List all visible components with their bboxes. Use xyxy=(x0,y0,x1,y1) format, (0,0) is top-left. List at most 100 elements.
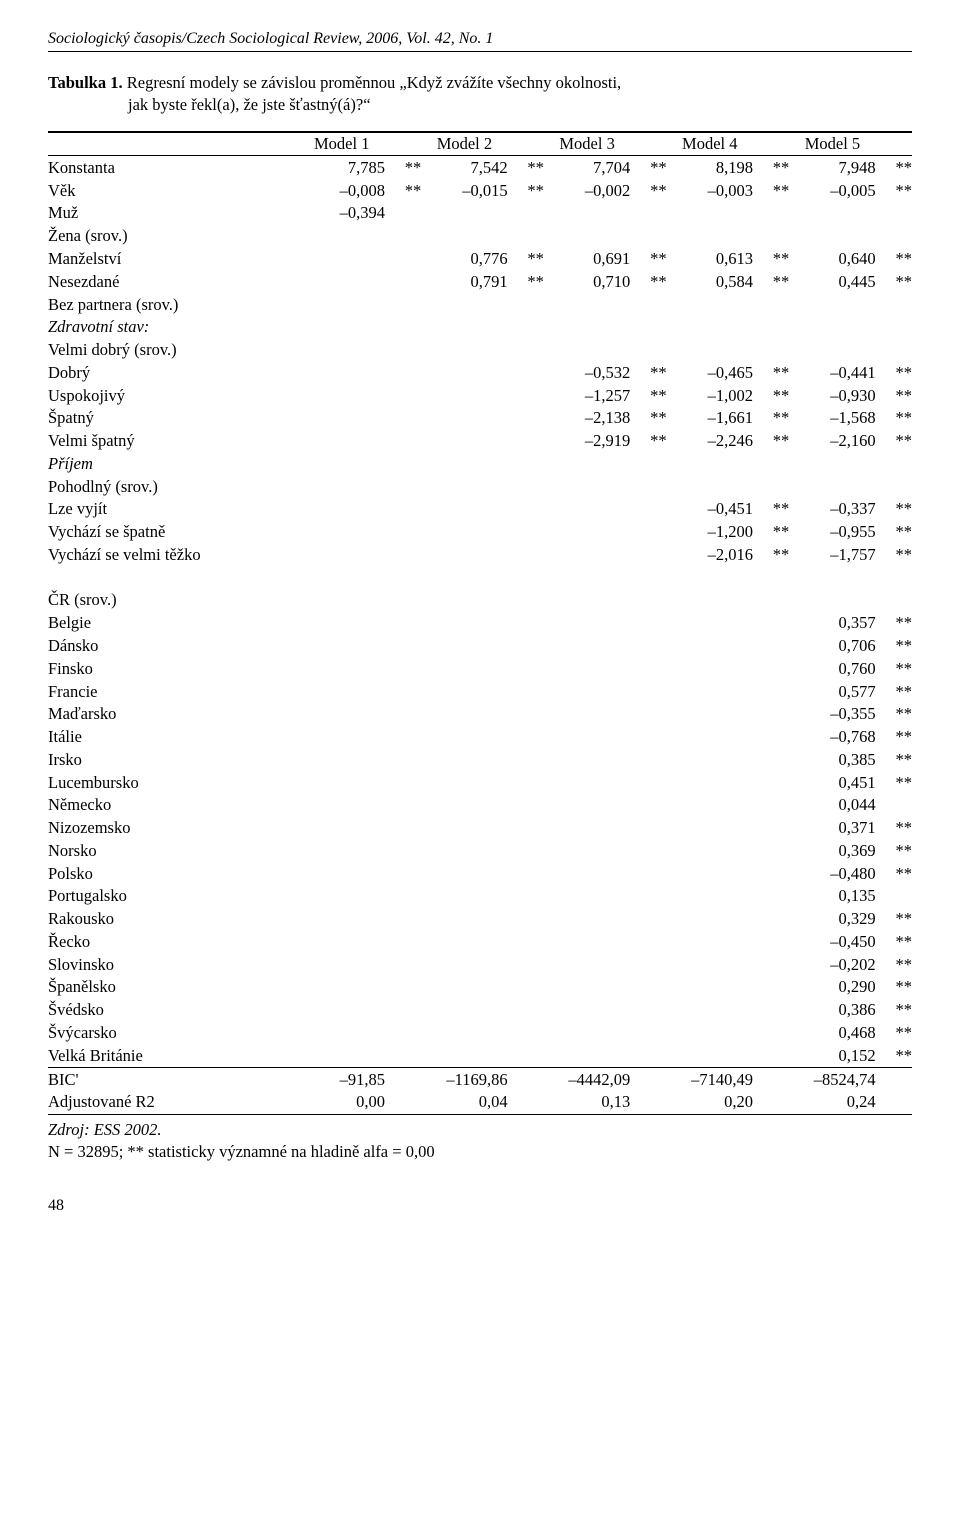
cell-value xyxy=(667,202,753,225)
cell-sig xyxy=(508,862,544,885)
row-label: Bez partnera (srov.) xyxy=(48,293,299,316)
cell-value: –1,257 xyxy=(544,384,630,407)
cell-sig xyxy=(508,293,544,316)
cell-value xyxy=(299,498,385,521)
cell-value: 8,198 xyxy=(667,156,753,179)
cell-value xyxy=(667,908,753,931)
cell-sig xyxy=(630,1022,666,1045)
cell-sig xyxy=(753,930,789,953)
cell-value: –0,955 xyxy=(789,521,875,544)
cell-value xyxy=(421,771,507,794)
cell-sig xyxy=(385,999,421,1022)
cell-value: 0,386 xyxy=(789,999,875,1022)
cell-value: 0,24 xyxy=(789,1091,875,1114)
table-row: Dánsko0,706** xyxy=(48,634,912,657)
cell-value: 0,357 xyxy=(789,612,875,635)
cell-value xyxy=(667,634,753,657)
cell-value xyxy=(789,475,875,498)
cell-value xyxy=(544,293,630,316)
cell-sig xyxy=(630,885,666,908)
cell-sig xyxy=(385,339,421,362)
row-label: Slovinsko xyxy=(48,953,299,976)
cell-sig xyxy=(753,452,789,475)
cell-value: –2,919 xyxy=(544,430,630,453)
cell-value: –0,355 xyxy=(789,703,875,726)
row-label: Španělsko xyxy=(48,976,299,999)
cell-value xyxy=(299,703,385,726)
cell-value xyxy=(421,543,507,566)
table-row: Belgie 0,357** xyxy=(48,612,912,635)
cell-value: –1,757 xyxy=(789,543,875,566)
table-row: Konstanta7,785**7,542**7,704**8,198**7,9… xyxy=(48,156,912,179)
row-label: Adjustované R2 xyxy=(48,1091,299,1114)
cell-sig xyxy=(753,885,789,908)
cell-value xyxy=(421,657,507,680)
cell-sig xyxy=(630,771,666,794)
cell-sig xyxy=(630,703,666,726)
cell-sig xyxy=(385,839,421,862)
cell-value xyxy=(299,817,385,840)
cell-sig xyxy=(630,225,666,248)
cell-value: –7140,49 xyxy=(667,1068,753,1091)
cell-sig xyxy=(876,293,912,316)
cell-sig xyxy=(508,885,544,908)
cell-value xyxy=(421,839,507,862)
row-label: Příjem xyxy=(48,452,299,475)
row-label: Švédsko xyxy=(48,999,299,1022)
cell-value xyxy=(667,316,753,339)
cell-sig xyxy=(753,612,789,635)
cell-value xyxy=(421,953,507,976)
cell-sig xyxy=(385,1022,421,1045)
cell-value xyxy=(421,498,507,521)
cell-sig xyxy=(508,384,544,407)
cell-value xyxy=(421,680,507,703)
cell-sig xyxy=(508,839,544,862)
cell-value: –0,002 xyxy=(544,179,630,202)
row-label: Irsko xyxy=(48,748,299,771)
cell-value xyxy=(789,202,875,225)
cell-sig: ** xyxy=(630,156,666,179)
cell-sig xyxy=(630,953,666,976)
cell-sig xyxy=(385,908,421,931)
cell-sig xyxy=(385,589,421,612)
row-label: Francie xyxy=(48,680,299,703)
cell-value xyxy=(421,612,507,635)
cell-value xyxy=(299,908,385,931)
cell-sig xyxy=(508,703,544,726)
cell-value xyxy=(421,726,507,749)
cell-value xyxy=(667,999,753,1022)
cell-sig xyxy=(753,839,789,862)
cell-value: 0,445 xyxy=(789,270,875,293)
cell-sig xyxy=(508,953,544,976)
cell-value xyxy=(421,885,507,908)
cell-value: 0,451 xyxy=(789,771,875,794)
cell-value xyxy=(299,1022,385,1045)
cell-value xyxy=(544,316,630,339)
cell-value xyxy=(667,339,753,362)
cell-sig: ** xyxy=(876,612,912,635)
row-label: Belgie xyxy=(48,612,299,635)
cell-sig xyxy=(385,361,421,384)
cell-sig xyxy=(385,703,421,726)
cell-value xyxy=(421,475,507,498)
table-row: Švédsko0,386** xyxy=(48,999,912,1022)
cell-value: 0,13 xyxy=(544,1091,630,1114)
row-label: ČR (srov.) xyxy=(48,589,299,612)
cell-value: –0,003 xyxy=(667,179,753,202)
cell-sig: ** xyxy=(630,361,666,384)
cell-sig xyxy=(385,1068,421,1091)
table-row: Vychází se velmi těžko–2,016**–1,757** xyxy=(48,543,912,566)
cell-sig xyxy=(508,339,544,362)
journal-header: Sociologický časopis/Czech Sociological … xyxy=(48,28,912,52)
cell-value xyxy=(544,976,630,999)
table-row: Věk–0,008**–0,015**–0,002**–0,003**–0,00… xyxy=(48,179,912,202)
cell-value: –0,202 xyxy=(789,953,875,976)
cell-sig: ** xyxy=(876,407,912,430)
cell-sig xyxy=(630,908,666,931)
cell-value xyxy=(544,726,630,749)
cell-sig xyxy=(630,634,666,657)
cell-sig: ** xyxy=(876,1044,912,1067)
cell-value xyxy=(667,1044,753,1067)
table-row: Nesezdané0,791**0,710**0,584**0,445** xyxy=(48,270,912,293)
cell-sig xyxy=(630,202,666,225)
